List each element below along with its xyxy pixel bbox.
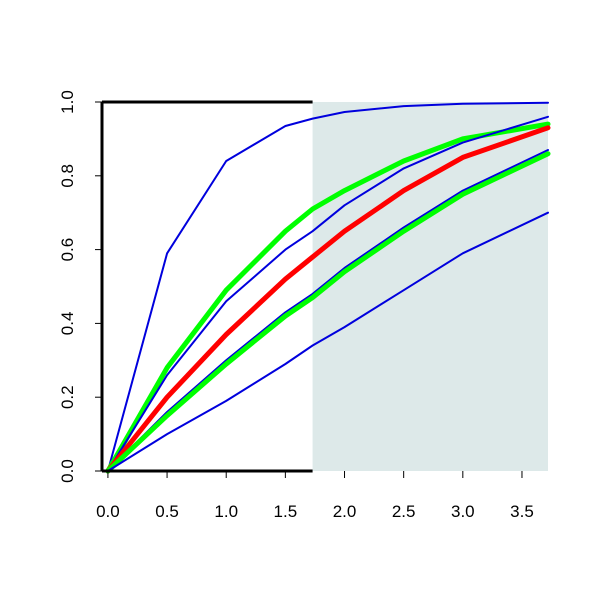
y-tick-label: 0.2 [58, 385, 77, 409]
x-tick-label: 3.5 [510, 502, 534, 521]
x-tick-label: 0.5 [155, 502, 179, 521]
series-line-7 [106, 211, 549, 472]
x-axis: 0.0 0.5 1.0 1.5 2.0 2.5 3.0 3.5 [96, 471, 534, 521]
y-tick: 0.8 [58, 164, 102, 188]
y-tick-label: 0.6 [58, 238, 77, 262]
y-tick-label: 0.0 [58, 459, 77, 483]
series-line-2 [105, 121, 551, 474]
x-tick-label: 2.0 [333, 502, 357, 521]
x-tick-label: 3.0 [451, 502, 475, 521]
x-tick: 0.5 [155, 471, 179, 521]
y-tick-label: 1.0 [58, 90, 77, 114]
y-tick: 0.2 [58, 385, 102, 409]
y-axis: 0.0 0.2 0.4 0.6 0.8 1.0 [58, 90, 102, 483]
x-tick-label: 1.5 [274, 502, 298, 521]
x-tick: 2.0 [333, 471, 357, 521]
shaded-region [312, 102, 548, 471]
x-tick: 1.0 [214, 471, 238, 521]
plot-area [100, 100, 551, 474]
y-tick-label: 0.8 [58, 164, 77, 188]
series-layer [105, 101, 551, 474]
series-line-6 [105, 151, 551, 474]
series-line-5 [106, 149, 549, 472]
x-tick-label: 0.0 [96, 502, 120, 521]
series-line-4 [105, 125, 551, 474]
x-tick-label: 1.0 [214, 502, 238, 521]
x-tick: 1.5 [274, 471, 298, 521]
y-tick: 0.0 [58, 459, 102, 483]
series-line-3 [106, 115, 549, 472]
x-tick: 3.0 [451, 471, 475, 521]
series-line-1 [106, 101, 549, 472]
y-tick-label: 0.4 [58, 312, 77, 336]
x-tick: 2.5 [392, 471, 416, 521]
y-tick: 0.4 [58, 312, 102, 336]
x-tick: 0.0 [96, 471, 120, 521]
y-tick: 1.0 [58, 90, 102, 114]
x-tick: 3.5 [510, 471, 534, 521]
x-tick-label: 2.5 [392, 502, 416, 521]
y-tick: 0.6 [58, 238, 102, 262]
